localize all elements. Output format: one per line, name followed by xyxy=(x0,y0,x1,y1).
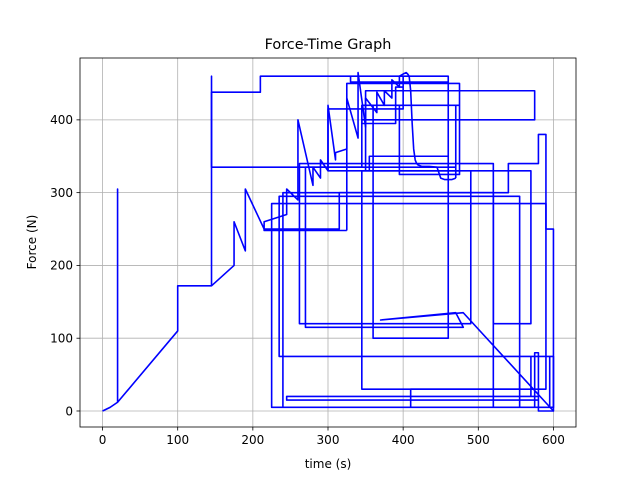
ticks: 0 100 200 300 400 500 600 0 100 200 300 400 xyxy=(50,113,565,447)
y-tick-label: 100 xyxy=(50,332,73,346)
y-tick-label: 300 xyxy=(50,186,73,200)
plot-lines xyxy=(102,71,555,412)
x-tick-label: 500 xyxy=(467,433,490,447)
x-axis-label: time (s) xyxy=(305,457,352,471)
x-tick-label: 300 xyxy=(317,433,340,447)
chart-title: Force-Time Graph xyxy=(265,37,392,53)
x-tick-label: 200 xyxy=(241,433,264,447)
y-tick-label: 400 xyxy=(50,113,73,127)
x-tick-label: 600 xyxy=(542,433,565,447)
force-series-line xyxy=(270,191,555,412)
x-tick-label: 100 xyxy=(166,433,189,447)
x-tick-label: 0 xyxy=(99,433,107,447)
force-series-line xyxy=(210,75,461,340)
y-tick-label: 0 xyxy=(65,404,73,418)
x-tick-label: 400 xyxy=(392,433,415,447)
y-tick-label: 200 xyxy=(50,259,73,273)
y-axis-label: Force (N) xyxy=(25,215,39,270)
